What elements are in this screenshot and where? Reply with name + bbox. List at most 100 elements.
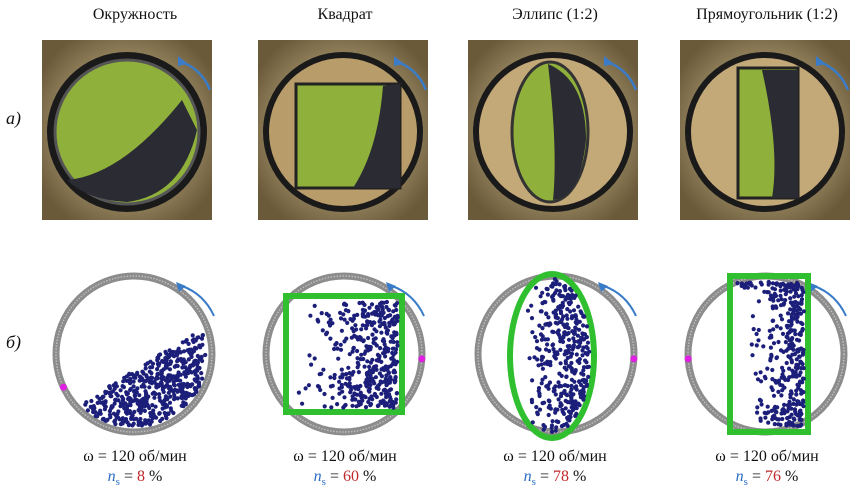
- particle: [780, 416, 785, 422]
- particle: [122, 375, 127, 380]
- particle: [373, 375, 378, 380]
- particle: [348, 384, 353, 389]
- particle: [547, 348, 552, 354]
- particle: [147, 385, 152, 390]
- particle: [393, 378, 398, 384]
- particle: [529, 303, 534, 308]
- particle: [798, 370, 803, 375]
- particle: [379, 391, 384, 396]
- particle: [795, 412, 800, 417]
- particle: [369, 302, 375, 307]
- particle: [167, 367, 173, 372]
- particle: [563, 359, 568, 364]
- particle: [371, 379, 376, 384]
- particle: [338, 375, 343, 380]
- particle: [756, 299, 761, 304]
- particle: [553, 313, 558, 318]
- particle: [573, 313, 578, 318]
- particle: [180, 365, 185, 370]
- particle: [137, 378, 142, 383]
- particle: [324, 311, 329, 316]
- particle: [107, 391, 112, 396]
- particle: [569, 351, 575, 356]
- particle: [769, 333, 774, 338]
- particle: [353, 397, 358, 402]
- particle: [563, 288, 568, 293]
- particle: [171, 389, 176, 394]
- particle: [782, 385, 787, 390]
- particle: [186, 341, 191, 346]
- particle: [189, 347, 194, 352]
- particle: [388, 364, 393, 369]
- ellipse-container: [507, 271, 597, 441]
- rotation-arrow: [181, 285, 215, 317]
- particle: [143, 389, 148, 394]
- particle: [790, 368, 795, 373]
- particle: [532, 355, 537, 360]
- particle: [554, 425, 559, 430]
- particle: [562, 388, 567, 394]
- particle: [372, 391, 377, 397]
- particle: [573, 399, 578, 404]
- particle: [787, 399, 792, 404]
- particle: [585, 365, 590, 370]
- particle: [363, 405, 369, 410]
- particle: [312, 303, 317, 308]
- particle: [160, 406, 165, 411]
- particle: [758, 370, 763, 375]
- particle: [785, 409, 790, 414]
- particle: [770, 417, 775, 422]
- particle: [758, 416, 763, 421]
- particle: [380, 307, 385, 312]
- particle: [566, 300, 571, 305]
- particle: [546, 315, 551, 320]
- particle: [355, 356, 360, 361]
- particle: [162, 385, 167, 390]
- particle: [355, 348, 360, 354]
- particle: [186, 357, 191, 362]
- particle: [392, 303, 397, 308]
- particle: [569, 383, 574, 388]
- simulation-square: [254, 264, 434, 444]
- particle: [124, 378, 129, 383]
- particle: [190, 393, 195, 398]
- particle: [169, 359, 174, 364]
- particle: [115, 393, 120, 398]
- particle: [551, 298, 556, 303]
- particle: [574, 384, 579, 389]
- particle: [135, 370, 140, 375]
- particle: [98, 400, 103, 405]
- particle: [783, 292, 788, 297]
- particle: [582, 332, 587, 337]
- particle: [125, 403, 130, 408]
- photo-circle: [42, 40, 212, 220]
- particle: [793, 299, 798, 305]
- particle: [383, 376, 388, 381]
- particle: [185, 392, 190, 397]
- particle: [540, 334, 545, 339]
- particle: [562, 324, 568, 330]
- particle: [157, 392, 162, 397]
- particle: [377, 324, 382, 329]
- particle: [365, 319, 370, 324]
- particle: [563, 406, 568, 411]
- drum-ring-texture: [265, 275, 423, 433]
- particle: [754, 343, 759, 348]
- ns-symbol: n: [107, 468, 116, 485]
- particle: [582, 314, 587, 319]
- particle: [766, 410, 771, 415]
- particle: [139, 406, 144, 411]
- particle: [319, 371, 324, 376]
- particle: [151, 408, 156, 413]
- particle: [779, 317, 785, 322]
- particle: [374, 367, 379, 372]
- particle: [124, 419, 129, 424]
- particle: [753, 371, 758, 376]
- particle: [338, 310, 343, 315]
- particle: [787, 422, 792, 427]
- particle: [768, 293, 774, 298]
- particle: [365, 323, 370, 328]
- particle: [792, 407, 798, 412]
- particle: [152, 390, 157, 396]
- particle: [175, 374, 180, 379]
